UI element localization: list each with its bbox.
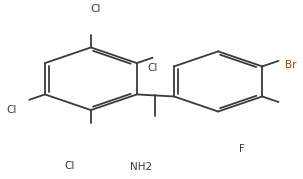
Text: Br: Br: [285, 60, 296, 70]
Text: Cl: Cl: [6, 105, 17, 115]
Text: NH2: NH2: [130, 162, 152, 172]
Text: F: F: [239, 144, 245, 154]
Text: Cl: Cl: [64, 161, 74, 171]
Text: Cl: Cl: [90, 4, 101, 14]
Text: Cl: Cl: [147, 63, 157, 73]
